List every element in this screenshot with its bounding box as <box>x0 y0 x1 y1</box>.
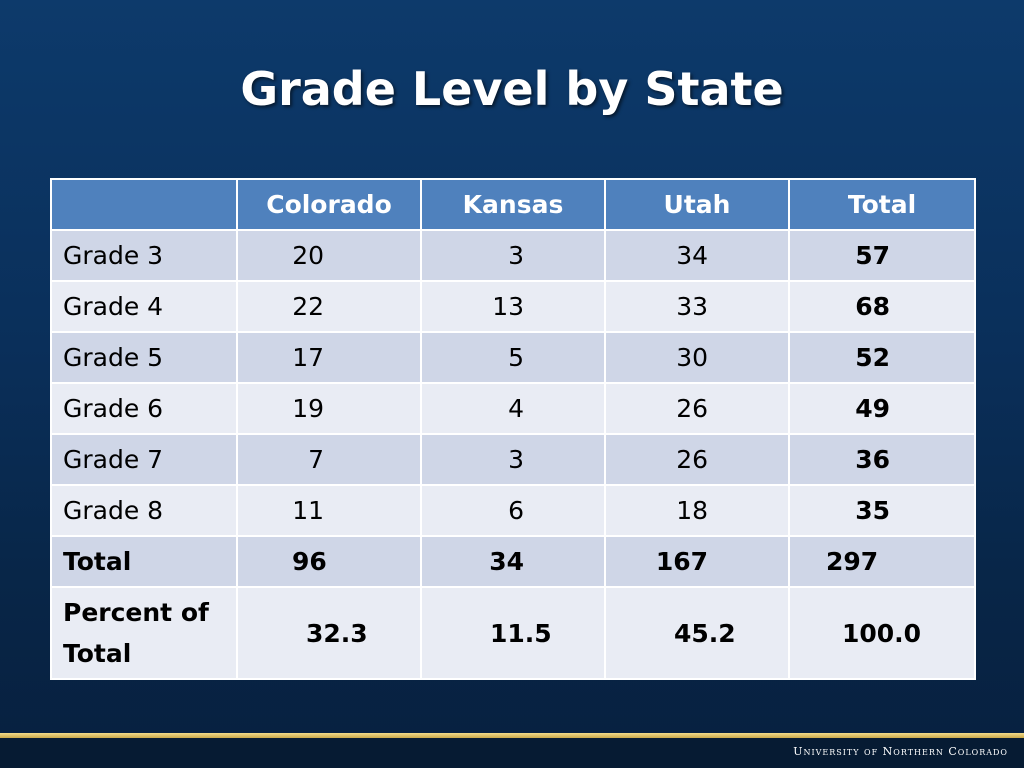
table-row: Grade 8 11 6 18 35 <box>50 484 976 537</box>
value: 4 <box>508 394 524 423</box>
value: 20 <box>292 241 324 270</box>
value: 5 <box>508 343 524 372</box>
value: 26 <box>676 445 708 474</box>
value: 49 <box>855 394 890 423</box>
cell-utah: 167 <box>604 535 790 588</box>
cell-total: 68 <box>788 280 976 333</box>
cell-utah: 26 <box>604 382 790 435</box>
value: 100.0 <box>842 618 922 648</box>
cell-colorado: 11 <box>236 484 422 537</box>
cell-total: 36 <box>788 433 976 486</box>
value: 68 <box>855 292 890 321</box>
value: 297 <box>826 547 879 576</box>
row-label-percent: Percent of Total <box>50 586 238 680</box>
value: 7 <box>308 445 324 474</box>
cell-total: 57 <box>788 229 976 282</box>
header-kansas: Kansas <box>420 178 606 231</box>
cell-utah: 34 <box>604 229 790 282</box>
value: 11.5 <box>490 618 552 648</box>
cell-colorado: 7 <box>236 433 422 486</box>
cell-total: 52 <box>788 331 976 384</box>
row-label: Grade 4 <box>50 280 238 333</box>
row-label: Grade 8 <box>50 484 238 537</box>
table-percent-row: Percent of Total 32.3 11.5 45.2 100.0 <box>50 586 976 680</box>
value: 18 <box>676 496 708 525</box>
value: 32.3 <box>306 618 368 648</box>
row-label: Grade 5 <box>50 331 238 384</box>
header-corner-cell <box>50 178 238 231</box>
row-label-total: Total <box>50 535 238 588</box>
percent-label: Percent of Total <box>63 598 209 668</box>
cell-kansas: 6 <box>420 484 606 537</box>
cell-colorado: 96 <box>236 535 422 588</box>
cell-colorado: 22 <box>236 280 422 333</box>
value: 35 <box>855 496 890 525</box>
value: 13 <box>492 292 524 321</box>
cell-colorado: 20 <box>236 229 422 282</box>
table-row: Grade 4 22 13 33 68 <box>50 280 976 333</box>
grade-level-table: Colorado Kansas Utah Total Grade 3 20 3 … <box>50 178 976 680</box>
value: 17 <box>292 343 324 372</box>
value: 26 <box>676 394 708 423</box>
cell-kansas: 3 <box>420 433 606 486</box>
footer-gold-rule <box>0 733 1024 738</box>
value: 3 <box>508 445 524 474</box>
table-row: Grade 6 19 4 26 49 <box>50 382 976 435</box>
cell-kansas: 13 <box>420 280 606 333</box>
value: 34 <box>676 241 708 270</box>
row-label: Grade 7 <box>50 433 238 486</box>
value: 3 <box>508 241 524 270</box>
cell-total: 100.0 <box>788 586 976 680</box>
cell-utah: 18 <box>604 484 790 537</box>
cell-total: 49 <box>788 382 976 435</box>
table-row: Grade 7 7 3 26 36 <box>50 433 976 486</box>
header-total: Total <box>788 178 976 231</box>
cell-colorado: 32.3 <box>236 586 422 680</box>
footer-band <box>0 738 1024 768</box>
value: 36 <box>855 445 890 474</box>
row-label: Grade 6 <box>50 382 238 435</box>
cell-colorado: 19 <box>236 382 422 435</box>
header-utah: Utah <box>604 178 790 231</box>
cell-kansas: 5 <box>420 331 606 384</box>
cell-utah: 45.2 <box>604 586 790 680</box>
slide-title: Grade Level by State <box>240 62 784 116</box>
value: 33 <box>676 292 708 321</box>
cell-kansas: 3 <box>420 229 606 282</box>
cell-utah: 26 <box>604 433 790 486</box>
cell-total: 35 <box>788 484 976 537</box>
value: 22 <box>292 292 324 321</box>
value: 96 <box>292 547 327 576</box>
university-logo: University of Northern Colorado <box>793 745 1008 758</box>
value: 45.2 <box>674 618 736 648</box>
cell-colorado: 17 <box>236 331 422 384</box>
value: 6 <box>508 496 524 525</box>
table-header-row: Colorado Kansas Utah Total <box>50 178 976 231</box>
value: 52 <box>855 343 890 372</box>
value: 34 <box>489 547 524 576</box>
value: 30 <box>676 343 708 372</box>
table-row: Grade 3 20 3 34 57 <box>50 229 976 282</box>
table-row: Grade 5 17 5 30 52 <box>50 331 976 384</box>
cell-utah: 30 <box>604 331 790 384</box>
value: 11 <box>292 496 324 525</box>
header-colorado: Colorado <box>236 178 422 231</box>
value: 167 <box>655 547 708 576</box>
cell-utah: 33 <box>604 280 790 333</box>
table-total-row: Total 96 34 167 297 <box>50 535 976 588</box>
value: 57 <box>855 241 890 270</box>
value: 19 <box>292 394 324 423</box>
cell-total: 297 <box>788 535 976 588</box>
cell-kansas: 11.5 <box>420 586 606 680</box>
row-label: Grade 3 <box>50 229 238 282</box>
cell-kansas: 34 <box>420 535 606 588</box>
cell-kansas: 4 <box>420 382 606 435</box>
